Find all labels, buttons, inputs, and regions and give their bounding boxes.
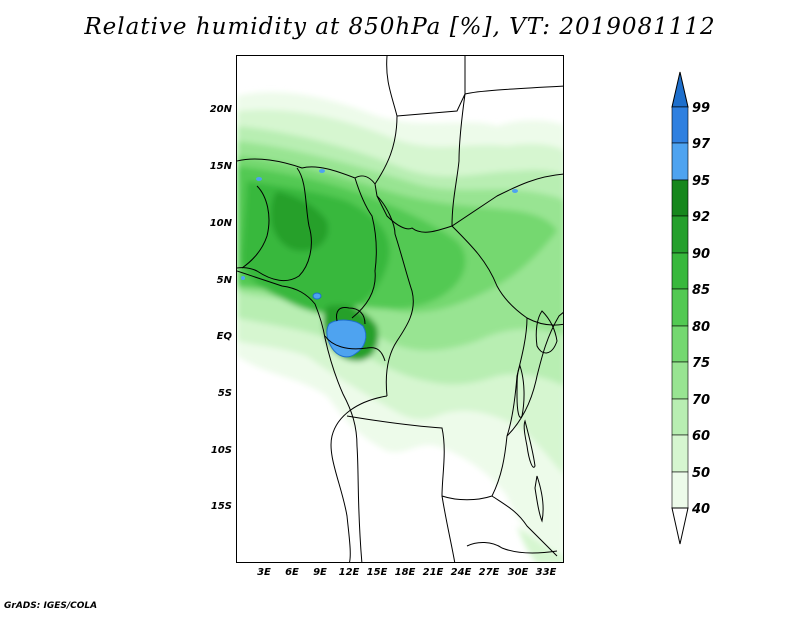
colorbar-label-75: 75	[692, 356, 711, 371]
lon-label-33e: 33E	[535, 567, 557, 578]
lon-label-24e: 24E	[450, 567, 472, 578]
lon-label-21e: 21E	[422, 567, 444, 578]
lat-label-10s: 10S	[210, 445, 232, 456]
colorbar-arrow-top	[671, 71, 689, 108]
colorbar-label-92: 92	[692, 210, 711, 225]
colorbar	[671, 71, 689, 545]
lat-label-5s: 5S	[217, 388, 232, 399]
lon-label-15e: 15E	[366, 567, 388, 578]
lon-label-27e: 27E	[478, 567, 500, 578]
map-title: Relative humidity at 850hPa [%], VT: 201…	[84, 14, 716, 40]
lat-label-15s: 15S	[210, 501, 232, 512]
colorbar-label-50: 50	[692, 466, 711, 481]
colorbar-label-97: 97	[692, 137, 711, 152]
grads-credit: GrADS: IGES/COLA	[4, 601, 98, 611]
humidity-field	[237, 56, 563, 562]
lon-label-6e: 6E	[285, 567, 299, 578]
colorbar-75-80	[671, 325, 689, 363]
lat-label-20n: 20N	[209, 104, 232, 115]
map-panel	[236, 55, 564, 563]
colorbar-85-90	[671, 252, 689, 290]
colorbar-92-95	[671, 179, 689, 217]
rh-cell-97b	[256, 177, 262, 181]
lon-label-12e: 12E	[338, 567, 360, 578]
colorbar-70-75	[671, 361, 689, 400]
rh-cell-97d	[512, 189, 518, 193]
lat-label-eq: EQ	[216, 331, 232, 342]
rh-cell-97	[312, 292, 322, 300]
rh-cell-97c	[319, 169, 325, 173]
rh-cell-99	[326, 319, 367, 358]
colorbar-label-70: 70	[692, 393, 711, 408]
colorbar-97-99	[671, 106, 689, 144]
lon-label-3e: 3E	[257, 567, 271, 578]
lon-label-9e: 9E	[313, 567, 327, 578]
colorbar-40-50	[671, 471, 689, 509]
rh-band-90-north	[270, 191, 329, 251]
colorbar-label-90: 90	[692, 247, 711, 262]
colorbar-label-60: 60	[692, 429, 711, 444]
lakes	[516, 310, 558, 523]
colorbar-label-99: 99	[692, 101, 711, 116]
colorbar-95-97	[671, 142, 689, 181]
colorbar-arrow-bottom	[671, 507, 689, 545]
colorbar-label-80: 80	[692, 320, 711, 335]
lon-label-30e: 30E	[507, 567, 529, 578]
colorbar-label-95: 95	[692, 174, 711, 189]
lat-label-10n: 10N	[209, 218, 232, 229]
rh-cell-97e	[241, 276, 245, 280]
colorbar-label-85: 85	[692, 283, 711, 298]
colorbar-label-40: 40	[692, 502, 711, 517]
colorbar-50-60	[671, 434, 689, 473]
lon-label-18e: 18E	[394, 567, 416, 578]
rh-band-50-south	[517, 526, 563, 562]
colorbar-80-85	[671, 288, 689, 327]
lat-label-5n: 5N	[216, 275, 232, 286]
coastline	[237, 270, 363, 562]
colorbar-60-70	[671, 398, 689, 436]
lat-label-15n: 15N	[209, 161, 232, 172]
colorbar-90-92	[671, 215, 689, 254]
